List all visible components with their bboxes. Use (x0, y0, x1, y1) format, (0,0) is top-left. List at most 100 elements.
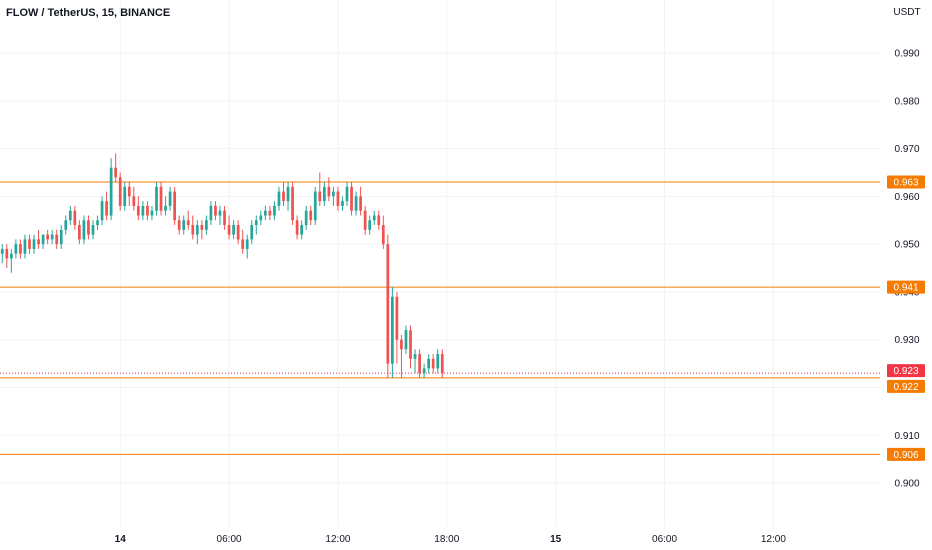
x-tick-label: 06:00 (652, 534, 677, 545)
candle-body (250, 225, 254, 240)
candle (404, 325, 408, 355)
horizontal-levels[interactable] (0, 181, 880, 455)
candle-body (96, 220, 99, 226)
candle (41, 234, 45, 249)
candle (14, 239, 18, 259)
y-tick-label: 0.900 (894, 479, 919, 490)
candle (209, 201, 213, 226)
candle-body (168, 191, 172, 206)
price-badges: 0.963 0.941 0.923 0.922 0.906 (887, 175, 925, 461)
candle-body (82, 220, 86, 240)
candle-body (409, 330, 412, 359)
candle (268, 205, 272, 221)
candle-body (73, 210, 77, 226)
candle-body (232, 225, 235, 235)
price-axis[interactable]: USDT0.9900.9800.9700.9600.9500.9400.9300… (893, 7, 920, 490)
candle-body (377, 215, 381, 226)
price-badge-bg (887, 280, 925, 294)
candle (96, 215, 99, 230)
candle (23, 234, 27, 259)
candle (236, 220, 240, 245)
time-axis[interactable]: 14 06:00 12:00 18:00 15 06:00 12:00 (115, 534, 787, 545)
candle-body (50, 234, 54, 240)
candle-body (159, 186, 163, 211)
candle (241, 229, 245, 254)
candle-body (395, 296, 399, 340)
candle (73, 205, 77, 230)
candle (9, 248, 13, 273)
candle-body (363, 210, 367, 230)
candle-body (32, 239, 36, 249)
candle (345, 182, 349, 206)
candle (409, 325, 412, 369)
candle-body (223, 210, 226, 226)
candle (28, 234, 31, 254)
candle (173, 186, 176, 226)
candle-body (295, 220, 299, 235)
candle-body (304, 210, 308, 226)
candle-body (209, 205, 213, 221)
candle-body (241, 239, 245, 249)
candle (136, 196, 140, 221)
candle (214, 201, 217, 221)
y-tick-label: 0.910 (894, 431, 919, 442)
y-tick-label: 0.970 (894, 144, 919, 155)
candle-body (114, 167, 118, 178)
candle (254, 215, 258, 235)
candle (218, 205, 222, 226)
candle-body (182, 220, 186, 230)
candle (59, 225, 63, 249)
candle-body (386, 244, 390, 364)
candle-body (23, 239, 27, 254)
candle (114, 153, 118, 183)
candle (273, 201, 276, 221)
candle (336, 186, 340, 211)
candle (341, 196, 344, 211)
candle-body (68, 210, 72, 221)
candle-body (59, 229, 63, 245)
candle (304, 205, 308, 230)
candle (413, 349, 417, 374)
currency-label: USDT (893, 7, 920, 18)
price-badge-bg (887, 175, 925, 189)
candle-body (0, 248, 4, 254)
candles (0, 153, 444, 378)
candle-body (41, 234, 45, 245)
candle (164, 196, 167, 216)
candle-body (309, 210, 313, 221)
candle (150, 205, 154, 221)
candle-body (155, 186, 158, 211)
candle-body (87, 220, 90, 235)
candle (159, 182, 163, 216)
candle-body (5, 248, 9, 259)
y-tick-label: 0.990 (894, 49, 919, 60)
candle (431, 354, 435, 374)
candle-body (254, 220, 258, 226)
candle (182, 215, 186, 235)
last-price-badge: 0.923 (887, 364, 925, 378)
candle-body (118, 177, 122, 206)
candle (282, 182, 285, 206)
candle (55, 229, 59, 249)
candle-body (286, 186, 290, 202)
candle-body (431, 358, 435, 369)
candle-body (64, 220, 68, 230)
candle-body (368, 220, 372, 230)
candle-body (336, 191, 340, 206)
candle-body (123, 186, 127, 206)
candle-body (359, 196, 362, 211)
level-price-badge: 0.922 (887, 379, 925, 393)
candle (354, 191, 358, 216)
candle-body (109, 167, 113, 216)
candle (223, 205, 226, 230)
candle (427, 354, 431, 374)
candle-body (427, 358, 431, 369)
candle (313, 186, 317, 226)
x-tick-label: 18:00 (434, 534, 459, 545)
candle-body (91, 225, 95, 235)
candle-body (282, 191, 285, 202)
candle-body (413, 354, 417, 359)
x-tick-label: 12:00 (761, 534, 786, 545)
